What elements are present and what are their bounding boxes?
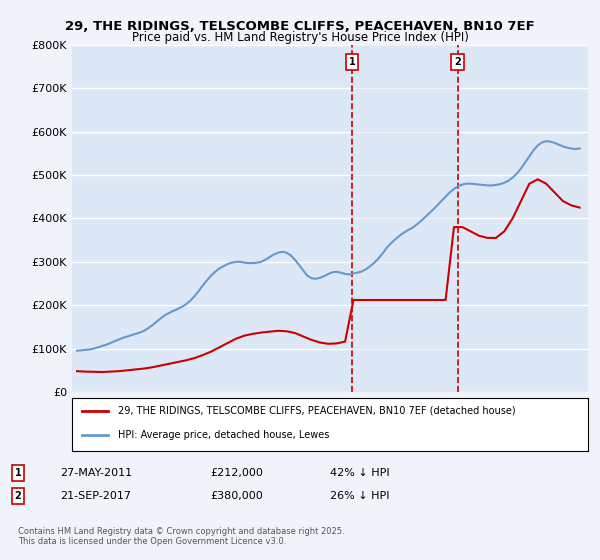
Text: 1: 1 bbox=[349, 57, 355, 67]
Text: £212,000: £212,000 bbox=[210, 468, 263, 478]
Bar bbox=[352, 45, 458, 392]
Text: Contains HM Land Registry data © Crown copyright and database right 2025.
This d: Contains HM Land Registry data © Crown c… bbox=[18, 526, 344, 546]
Text: 2: 2 bbox=[454, 57, 461, 67]
Text: 26% ↓ HPI: 26% ↓ HPI bbox=[330, 491, 389, 501]
Text: 1: 1 bbox=[14, 468, 22, 478]
Text: Price paid vs. HM Land Registry's House Price Index (HPI): Price paid vs. HM Land Registry's House … bbox=[131, 31, 469, 44]
Text: 29, THE RIDINGS, TELSCOMBE CLIFFS, PEACEHAVEN, BN10 7EF: 29, THE RIDINGS, TELSCOMBE CLIFFS, PEACE… bbox=[65, 20, 535, 32]
Text: 21-SEP-2017: 21-SEP-2017 bbox=[60, 491, 131, 501]
Text: 27-MAY-2011: 27-MAY-2011 bbox=[60, 468, 132, 478]
Text: 42% ↓ HPI: 42% ↓ HPI bbox=[330, 468, 389, 478]
Text: 29, THE RIDINGS, TELSCOMBE CLIFFS, PEACEHAVEN, BN10 7EF (detached house): 29, THE RIDINGS, TELSCOMBE CLIFFS, PEACE… bbox=[118, 406, 516, 416]
Text: HPI: Average price, detached house, Lewes: HPI: Average price, detached house, Lewe… bbox=[118, 430, 330, 440]
Text: £380,000: £380,000 bbox=[210, 491, 263, 501]
Text: 2: 2 bbox=[14, 491, 22, 501]
